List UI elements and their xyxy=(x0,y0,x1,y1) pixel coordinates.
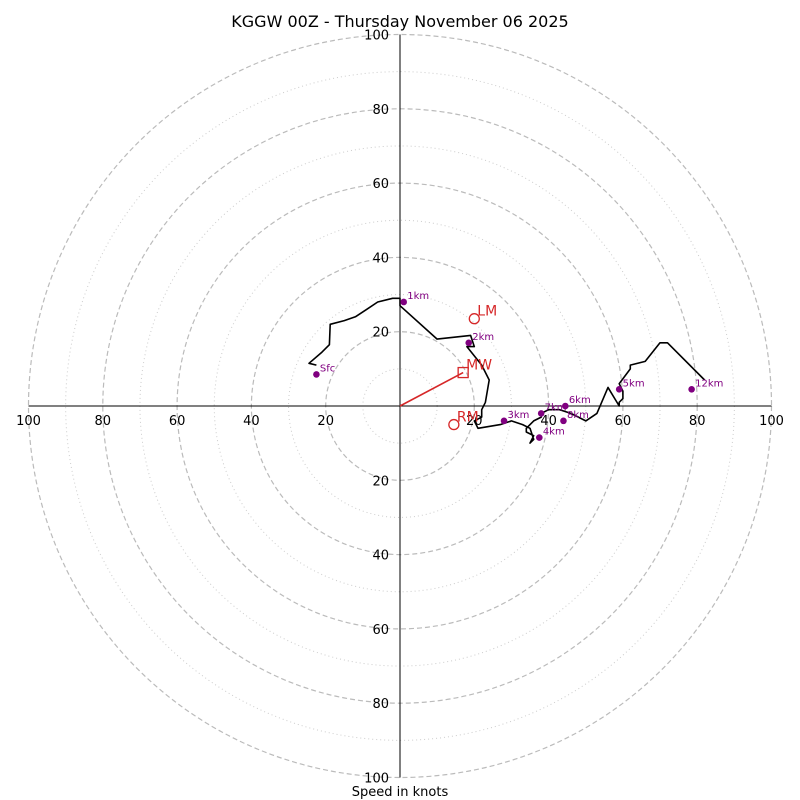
height-label-1km: 1km xyxy=(407,291,429,302)
height-marker-3km xyxy=(500,417,508,425)
height-marker-4km xyxy=(536,434,543,441)
x-tick-label: 60 xyxy=(615,414,632,429)
x-tick-label: 60 xyxy=(169,414,186,429)
height-label-6km: 6km xyxy=(569,395,591,406)
x-tick-label: 80 xyxy=(95,414,112,429)
height-label-12km: 12km xyxy=(695,378,723,389)
storm-motion-markers: MW LM RM xyxy=(399,304,497,431)
y-tick-label: 40 xyxy=(372,251,389,266)
height-marker-6km xyxy=(562,402,569,410)
height-label-3km: 3km xyxy=(508,410,530,421)
left-mover-label: LM xyxy=(477,304,497,320)
x-tick-label: 40 xyxy=(540,414,557,429)
y-tick-label: 20 xyxy=(372,326,389,341)
right-mover-label: RM xyxy=(457,410,479,426)
x-tick-label: 40 xyxy=(243,414,260,429)
height-marker-8km xyxy=(560,417,567,425)
mean-wind-label: MW xyxy=(466,358,492,374)
height-label-4km: 4km xyxy=(543,427,565,438)
height-marker-7km xyxy=(537,410,545,417)
height-marker-12km xyxy=(688,385,695,393)
x-axis-label: Speed in knots xyxy=(352,785,449,800)
hodograph-trace-group xyxy=(308,297,706,444)
height-label-sfc: Sfc xyxy=(320,363,335,374)
height-label-7km: 7km xyxy=(545,402,567,413)
y-tick-label: 60 xyxy=(372,177,389,192)
height-label-5km: 5km xyxy=(623,378,645,389)
right-mover-marker xyxy=(448,418,460,431)
y-tick-label: 100 xyxy=(364,29,389,44)
y-tick-label: 40 xyxy=(372,549,389,564)
mean-wind-marker xyxy=(457,366,469,379)
y-tick-label: 100 xyxy=(364,772,389,787)
x-tick-label: 100 xyxy=(16,414,41,429)
height-label-8km: 8km xyxy=(567,410,589,421)
x-tick-label: 80 xyxy=(689,414,706,429)
y-tick-label: 80 xyxy=(372,697,389,712)
y-tick-label: 20 xyxy=(372,474,389,489)
x-tick-label: 20 xyxy=(317,414,334,429)
height-marker-1km xyxy=(400,298,408,306)
height-marker-sfc xyxy=(313,371,320,378)
height-marker-5km xyxy=(615,385,623,393)
mean-wind-vector xyxy=(399,371,464,407)
height-label-2km: 2km xyxy=(472,332,494,343)
y-tick-label: 80 xyxy=(372,103,389,118)
hodograph-trace xyxy=(308,297,706,444)
chart-title: KGGW 00Z - Thursday November 06 2025 xyxy=(231,12,568,31)
left-mover-marker xyxy=(468,313,480,325)
x-tick-label: 100 xyxy=(759,414,784,429)
height-marker-2km xyxy=(465,339,473,347)
y-tick-label: 60 xyxy=(372,623,389,638)
